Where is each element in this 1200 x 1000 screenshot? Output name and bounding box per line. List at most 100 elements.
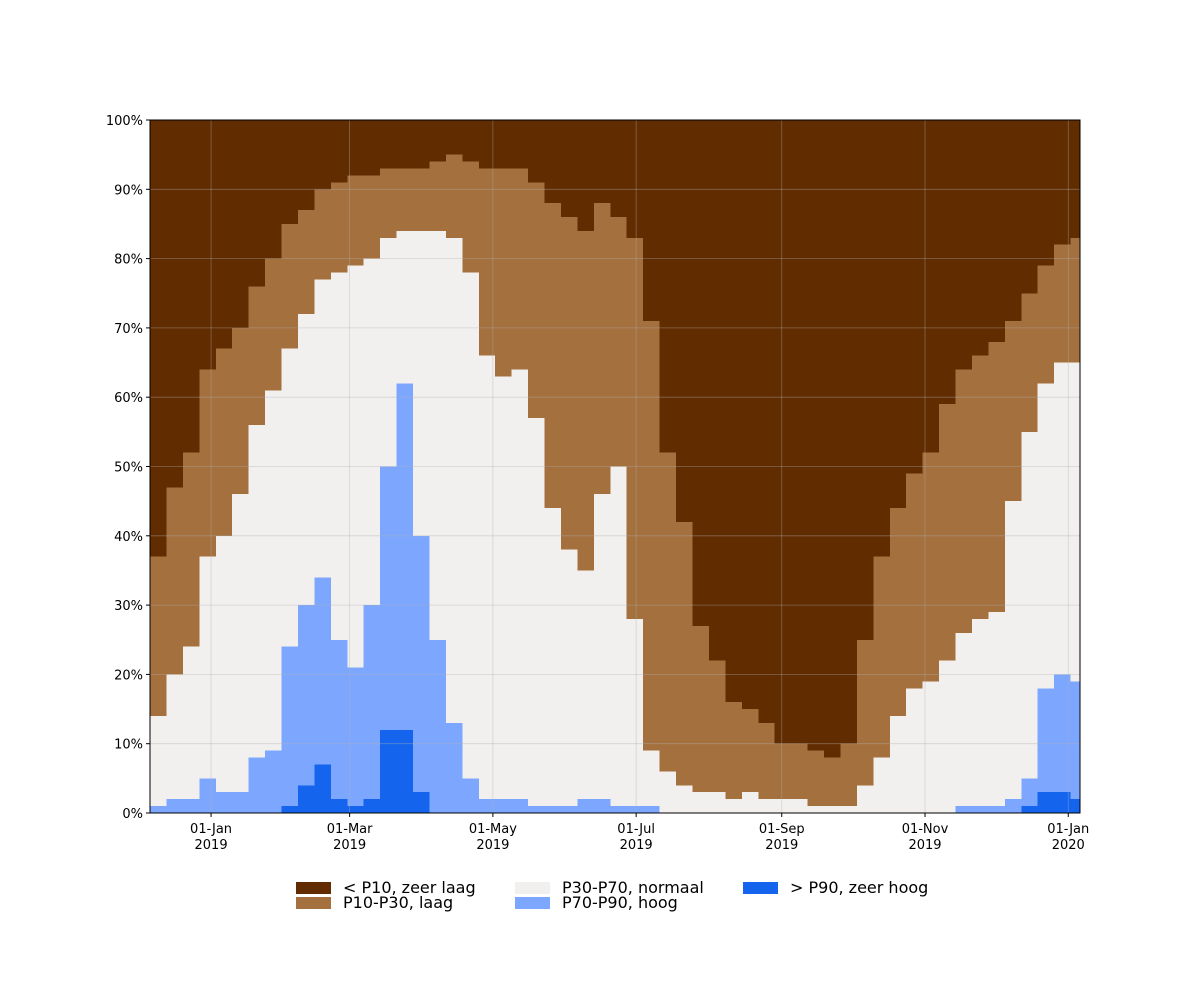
area-segment [380, 237, 398, 467]
area-segment [363, 120, 381, 176]
area-segment [297, 120, 315, 211]
area-segment [873, 120, 891, 557]
area-segment [1054, 674, 1072, 793]
area-segment [1070, 237, 1080, 363]
area-segment [363, 258, 381, 606]
area-segment [215, 792, 233, 813]
area-segment [1037, 688, 1055, 793]
area-segment [265, 258, 283, 391]
area-segment [1054, 244, 1072, 363]
area-segment [971, 618, 989, 807]
area-segment [560, 806, 578, 813]
area-segment [988, 120, 1006, 342]
area-segment [462, 778, 480, 813]
area-segment [396, 230, 414, 384]
area-segment [774, 743, 792, 800]
area-segment [429, 639, 447, 813]
area-segment [824, 120, 841, 758]
area-segment [528, 182, 546, 418]
area-segment [659, 452, 677, 772]
area-segment [1004, 120, 1022, 321]
area-segment [363, 605, 381, 800]
area-segment [445, 722, 463, 813]
area-segment [610, 217, 628, 467]
legend-label: > P90, zeer hoog [790, 878, 928, 897]
area-segment [988, 806, 1006, 813]
area-segment [347, 265, 365, 668]
area-segment [248, 424, 266, 758]
area-segment [1021, 120, 1039, 294]
area-segment [314, 577, 332, 765]
area-segment [182, 646, 200, 800]
area-segment [478, 120, 496, 169]
axes: 0% 10% 20% 30% 40% 50% 60% 70% 80% 90% 100% 01-Jan 2… [106, 114, 1089, 853]
area-segment [593, 494, 611, 800]
area-segment [297, 785, 315, 813]
y-tick-label: 20% [114, 668, 143, 683]
area-segment [232, 120, 250, 328]
area-segment [330, 120, 348, 183]
area-segment [856, 639, 874, 786]
area-segment [1021, 293, 1039, 432]
area-segment [478, 168, 496, 356]
area-segment [150, 556, 167, 716]
area-segment [1070, 799, 1080, 813]
area-segment [840, 806, 858, 813]
area-segment [741, 792, 759, 813]
area-segment [511, 799, 529, 813]
area-segment [215, 120, 233, 349]
area-segment [577, 230, 595, 571]
area-segment [248, 120, 266, 287]
area-segment [166, 674, 184, 800]
area-segment [840, 743, 858, 807]
area-segment [1070, 681, 1080, 800]
area-segment [988, 341, 1006, 613]
y-tick-label: 90% [114, 183, 143, 198]
area-segment [643, 750, 661, 807]
area-segment [314, 764, 332, 813]
area-segment [840, 120, 858, 744]
area-segment [347, 120, 365, 176]
area-segment [955, 806, 973, 813]
area-segment [429, 120, 447, 162]
y-tick-label: 70% [114, 322, 143, 337]
area-segment [281, 223, 299, 349]
area-segment [725, 799, 743, 813]
area-segment [758, 120, 776, 723]
area-segment [1004, 501, 1022, 800]
area-segment [676, 521, 693, 786]
area-segment [824, 757, 841, 807]
area-segment [626, 806, 644, 813]
area-segment [380, 168, 398, 238]
area-segment [150, 120, 167, 557]
area-segment [593, 799, 611, 813]
area-segment [889, 715, 907, 813]
area-segment [1021, 778, 1039, 807]
area-segment [659, 120, 677, 453]
area-segment [478, 799, 496, 813]
area-segment [610, 120, 628, 218]
area-segment [692, 625, 710, 793]
area-segment [1070, 120, 1080, 238]
area-segment [593, 203, 611, 495]
area-segment [725, 702, 743, 800]
area-segment [939, 120, 957, 405]
area-segment [971, 120, 989, 356]
area-segment [445, 237, 463, 723]
area-segment [971, 355, 989, 619]
area-segment [199, 369, 217, 557]
area-segment [1004, 320, 1022, 502]
area-segment [643, 120, 661, 321]
y-tick-label: 50% [114, 461, 143, 476]
area-segment [1054, 792, 1072, 813]
area-segment [906, 120, 924, 474]
area-segment [544, 508, 562, 807]
area-segment [906, 473, 924, 689]
y-tick-label: 100% [106, 114, 143, 129]
area-segment [281, 348, 299, 647]
legend-swatch [296, 882, 331, 894]
area-segment [626, 120, 644, 238]
area-segment [955, 369, 973, 633]
area-segment [396, 383, 414, 730]
